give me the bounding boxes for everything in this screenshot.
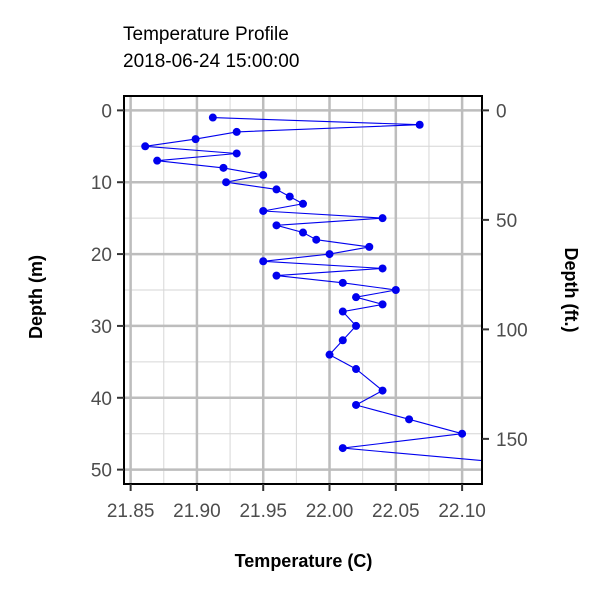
data-point [458,429,467,438]
y-tick-label: 0 [101,101,112,122]
data-point [259,206,268,215]
data-point [222,178,231,187]
x-tick-label: 22.05 [372,501,420,522]
data-point [378,214,387,223]
data-series [141,113,506,466]
grid [124,96,482,484]
x-tick-label: 21.95 [239,501,287,522]
y2-tick-label: 0 [496,101,507,122]
data-point [272,185,281,194]
data-point [415,120,424,129]
data-point [338,307,347,316]
data-point [153,156,162,165]
data-point [338,336,347,345]
data-point [208,113,217,122]
data-point [378,386,387,395]
data-point [352,400,361,409]
y2-tick-label: 50 [496,211,517,232]
x-axis-title: Temperature (C) [235,551,373,571]
data-point [325,350,334,359]
y-axis-title: Depth (m) [26,255,46,339]
chart-title: Temperature Profile [123,24,289,45]
chart-subtitle: 2018-06-24 15:00:00 [123,51,299,72]
data-point [232,149,241,158]
data-point [191,135,200,144]
y-tick-label: 40 [91,389,112,410]
x-tick-label: 21.85 [107,501,155,522]
y2-tick-label: 100 [496,320,528,341]
y2-tick-label: 150 [496,430,528,451]
y-tick-label: 20 [91,245,112,266]
data-point [312,235,321,244]
y-tick-label: 10 [91,173,112,194]
data-point [391,286,400,294]
data-point [352,293,361,302]
data-point [498,458,506,466]
y-tick-label: 30 [91,317,112,338]
series-line [145,117,482,462]
data-point [219,163,228,172]
data-point [272,271,281,280]
data-point [299,199,307,208]
data-point [285,192,294,201]
x-tick-label: 22.10 [438,501,486,522]
x-tick-label: 21.90 [173,501,221,522]
data-point [299,228,307,237]
y-tick-label: 50 [91,461,112,482]
y-axis-right-title: Depth (ft.) [561,248,581,333]
data-point [325,250,334,259]
data-point [141,142,150,151]
data-point [365,242,374,251]
data-point [272,221,281,230]
data-point [338,278,347,287]
panel-border [123,95,483,485]
data-point [378,264,387,273]
data-point [405,415,414,424]
data-point [352,321,361,330]
data-point [232,127,241,136]
data-point [352,365,361,374]
data-point [338,444,347,453]
data-point [259,257,268,266]
data-point [259,171,268,180]
axes: 21.85 21.90 21.95 22.00 22.05 22.10 0 10 20 30 40 5… [91,101,528,522]
data-point [378,300,387,309]
x-tick-label: 22.00 [306,501,354,522]
